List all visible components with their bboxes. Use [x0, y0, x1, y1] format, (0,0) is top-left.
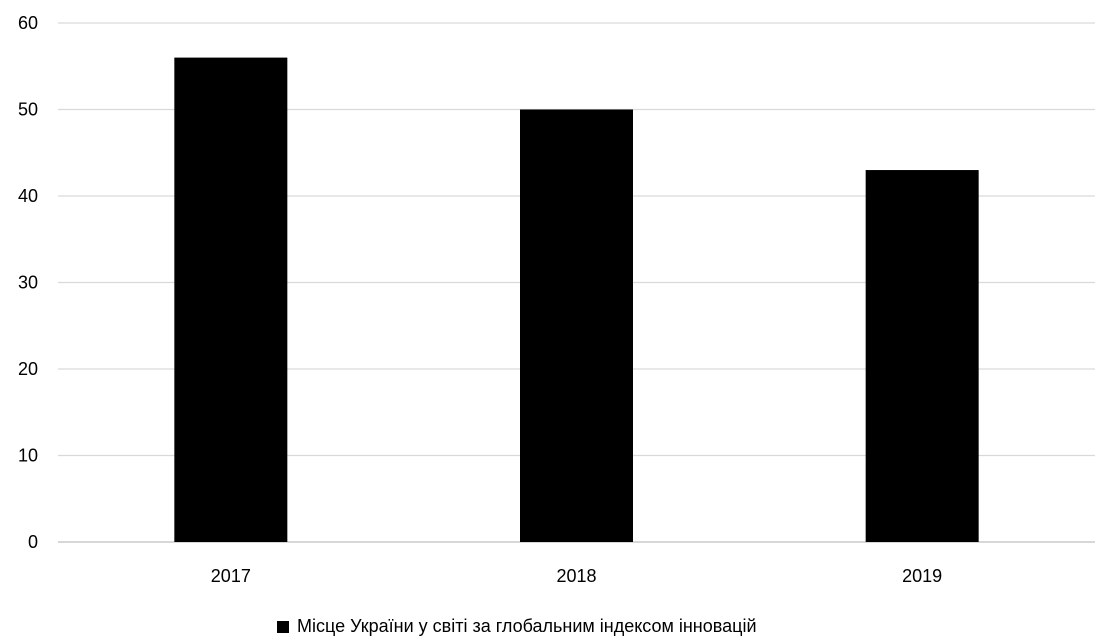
y-tick-label: 30 [18, 273, 38, 293]
y-tick-label: 20 [18, 359, 38, 379]
y-tick-label: 0 [28, 532, 38, 552]
x-axis-ticks: 2017 2018 2019 [211, 566, 942, 586]
y-tick-label: 60 [18, 13, 38, 33]
y-tick-label: 50 [18, 100, 38, 120]
bar-2017 [174, 57, 288, 542]
y-tick-label: 40 [18, 186, 38, 206]
y-tick-label: 10 [18, 446, 38, 466]
y-axis-ticks: 0 10 20 30 40 50 60 [18, 13, 38, 552]
x-tick-label: 2019 [902, 566, 942, 586]
legend: Місце України у світі за глобальним інде… [277, 616, 757, 636]
legend-label: Місце України у світі за глобальним інде… [297, 616, 757, 636]
x-tick-label: 2017 [211, 566, 251, 586]
bars [174, 57, 979, 543]
legend-swatch [277, 621, 289, 633]
bar-2018 [520, 109, 633, 542]
x-tick-label: 2018 [556, 566, 596, 586]
bar-2019 [865, 170, 979, 543]
